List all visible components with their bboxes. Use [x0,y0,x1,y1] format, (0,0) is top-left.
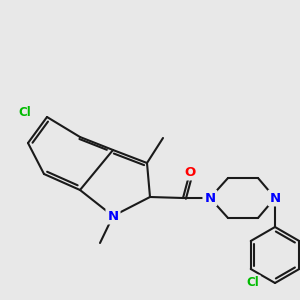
Text: Cl: Cl [246,277,259,290]
Text: O: O [184,166,196,178]
Text: Cl: Cl [19,106,32,118]
Text: N: N [204,191,216,205]
Text: N: N [107,209,118,223]
Text: N: N [269,191,281,205]
